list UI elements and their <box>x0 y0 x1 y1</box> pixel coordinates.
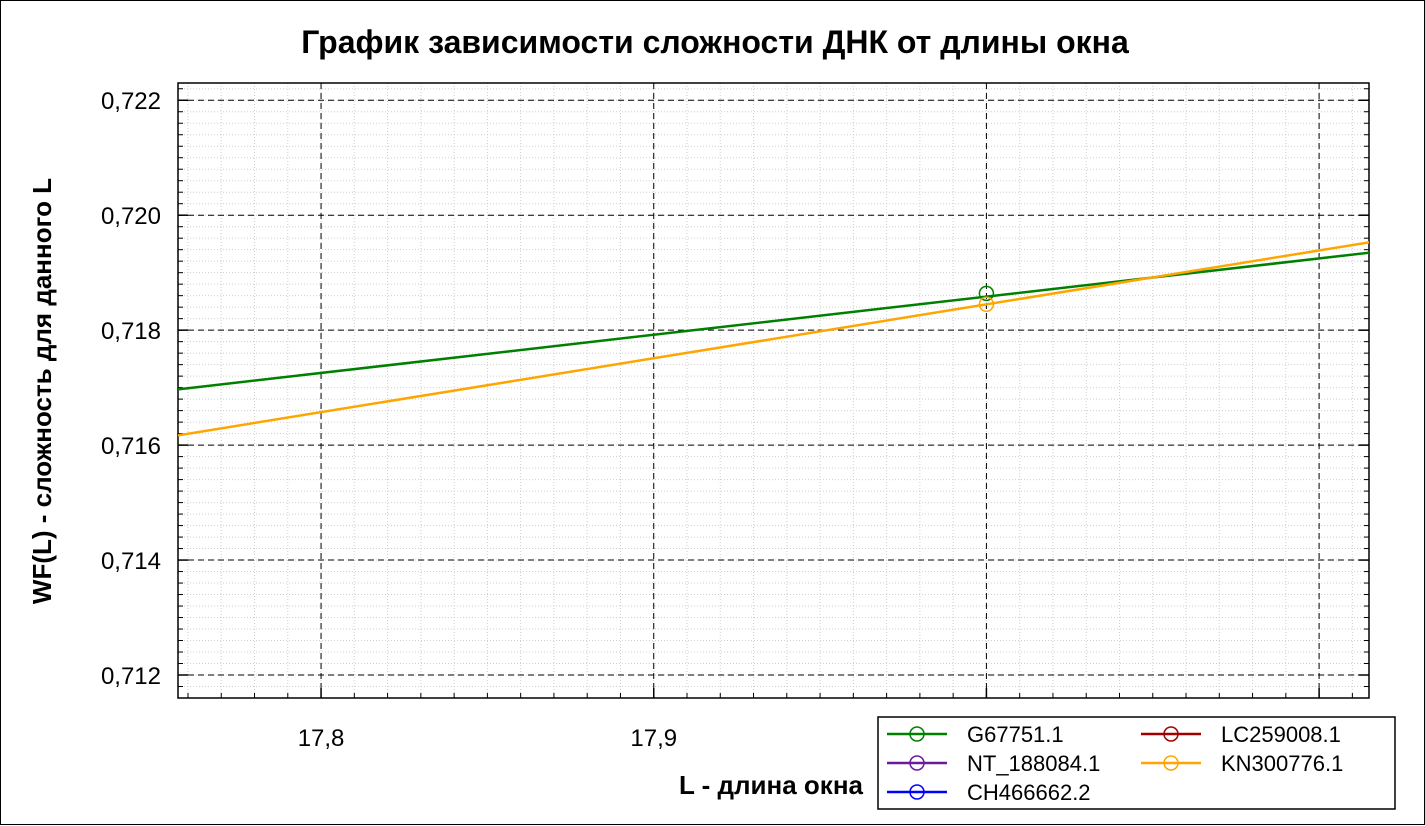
y-axis-label: WF(L) - сложность для данного L <box>27 178 57 604</box>
y-tick-labels: 0,712 0,714 0,716 0,718 0,720 0,722 <box>101 88 161 690</box>
minor-grid <box>178 83 1369 699</box>
series-line-KN300776.1 <box>178 241 1369 437</box>
series-line-G67751.1 <box>178 251 1369 391</box>
legend-label-CH466662.2: CH466662.2 <box>967 780 1091 805</box>
series-marker-G67751.1 <box>978 285 995 302</box>
legend-label-LC259008.1: LC259008.1 <box>1221 722 1341 747</box>
axis-ticks <box>178 88 1369 699</box>
x-tick-label: 17,8 <box>298 725 345 752</box>
legend-marker-KN300776.1 <box>1163 755 1179 771</box>
legend-marker-CH466662.2 <box>909 784 925 800</box>
y-tick-label: 0,716 <box>101 433 161 460</box>
plot-area-border <box>177 82 1370 699</box>
legend-label-NT_188084.1: NT_188084.1 <box>967 751 1100 776</box>
legend-marker-LC259008.1 <box>1163 726 1179 742</box>
legend: G67751.1 LC259008.1 NT_188084.1 KN300776.1 C… <box>877 716 1396 810</box>
y-tick-label: 0,718 <box>101 318 161 345</box>
y-tick-label: 0,722 <box>101 88 161 115</box>
chart-title: График зависимости сложности ДНК от длин… <box>301 24 1129 60</box>
legend-label-G67751.1: G67751.1 <box>967 722 1064 747</box>
y-tick-label: 0,720 <box>101 203 161 230</box>
legend-items: G67751.1 LC259008.1 NT_188084.1 KN300776.1 C… <box>887 722 1343 805</box>
legend-marker-G67751.1 <box>909 726 925 742</box>
legend-marker-NT_188084.1 <box>909 755 925 771</box>
major-grid <box>178 83 1369 698</box>
x-tick-label: 17,9 <box>630 725 677 752</box>
legend-label-KN300776.1: KN300776.1 <box>1221 751 1343 776</box>
legend-box <box>877 716 1396 810</box>
series-layer <box>178 241 1369 437</box>
y-tick-label: 0,712 <box>101 663 161 690</box>
x-axis-label: L - длина окна <box>679 770 864 800</box>
series-marker-KN300776.1 <box>978 296 995 313</box>
y-tick-label: 0,714 <box>101 548 161 575</box>
